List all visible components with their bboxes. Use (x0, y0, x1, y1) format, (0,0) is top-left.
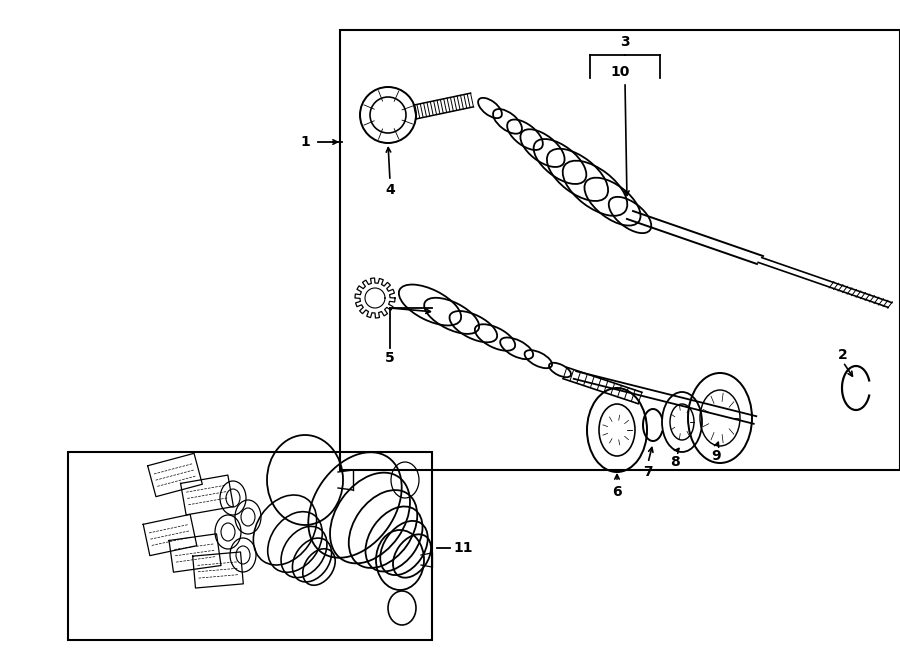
Text: 6: 6 (612, 485, 622, 499)
Text: 5: 5 (385, 351, 395, 365)
Text: 4: 4 (385, 183, 395, 197)
Bar (68, 452, 432, 640)
Text: 10: 10 (610, 65, 630, 79)
Text: 9: 9 (711, 449, 721, 463)
Text: 8: 8 (670, 455, 680, 469)
Bar (340, 30, 900, 470)
Text: 3: 3 (620, 35, 630, 49)
Text: 7: 7 (644, 465, 652, 479)
Text: 1: 1 (300, 135, 310, 149)
Text: 11: 11 (453, 541, 472, 555)
Text: 2: 2 (838, 348, 848, 362)
